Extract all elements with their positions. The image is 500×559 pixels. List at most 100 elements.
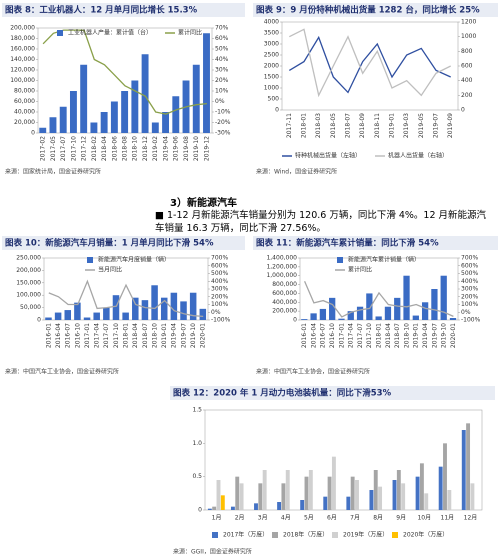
- x-tick-label: 2016-04: [310, 323, 317, 348]
- bar: [412, 315, 419, 320]
- x-tick-label: 7月: [350, 515, 360, 522]
- line: [42, 29, 207, 115]
- y2-tick-label: 40%: [215, 56, 229, 63]
- x-tick-label: 2016-10: [74, 323, 81, 348]
- x-tick-label: 2017-11: [286, 113, 293, 138]
- chart-title: 图表 12：2020 年 1 月动力电池装机量：同比下滑53%: [173, 388, 392, 399]
- x-tick-label: 2019-09: [447, 113, 454, 138]
- bar: [74, 302, 81, 320]
- y2-tick-label: -30%: [215, 130, 231, 137]
- x-tick-label: 2017-10: [113, 323, 120, 348]
- y2-tick-label: 50%: [215, 46, 229, 53]
- bar: [277, 502, 282, 510]
- x-tick-label: 2019-07: [433, 113, 440, 138]
- x-tick-label: 2019-07: [180, 323, 187, 348]
- y2-tick-label: 0%: [215, 98, 225, 105]
- x-tick-label: 2019-01: [389, 113, 396, 138]
- bar: [262, 470, 267, 510]
- bar: [301, 319, 308, 320]
- bar: [403, 275, 410, 320]
- bar: [131, 80, 139, 133]
- x-tick-label: 2018-10: [151, 323, 158, 348]
- legend-label: 新能源汽车累计销量（辆）: [348, 256, 420, 264]
- chart-title: 图表 9：9 月份特种机械出货量 1282 台，同比增长 25%: [256, 5, 480, 16]
- y2-tick-label: 700%: [211, 255, 228, 262]
- bar: [461, 430, 466, 510]
- bar: [121, 91, 129, 133]
- y-tick-label: 2000: [264, 63, 279, 70]
- bar: [93, 312, 100, 320]
- y-tick-label: 200,000: [272, 308, 297, 315]
- x-tick-label: 6月: [327, 515, 337, 522]
- y-tick-label: 0: [275, 107, 279, 114]
- y2-tick-label: 200%: [211, 293, 228, 300]
- bar: [319, 308, 327, 320]
- source: 来源：中国汽车工业协会，国金证券研究所: [256, 368, 370, 376]
- x-tick-label: 2017-07: [103, 323, 110, 348]
- x-tick-label: 2019-10: [190, 323, 197, 348]
- y2-tick-label: 10%: [215, 88, 229, 95]
- x-tick-label: 2018-11: [374, 113, 381, 138]
- x-tick-label: 4月: [281, 515, 291, 522]
- x-tick-label: 1月: [212, 515, 222, 522]
- line: [48, 279, 204, 318]
- y-tick-label: 200,000: [10, 25, 35, 32]
- bar: [300, 500, 305, 510]
- x-tick-label: 2016-07: [65, 323, 72, 348]
- bar: [45, 317, 52, 320]
- x-tick-label: 2019-04: [422, 323, 429, 348]
- x-tick-label: 2019-03: [403, 113, 410, 138]
- x-tick-label: 2019-08: [183, 136, 190, 161]
- x-tick-label: 2018-07: [345, 113, 352, 138]
- bar: [308, 470, 313, 510]
- x-tick-label: 2017-04: [348, 323, 355, 348]
- bar: [170, 292, 178, 320]
- y2-tick-label: 1200: [461, 19, 476, 26]
- y-tick-label: 20,000: [14, 119, 35, 126]
- bar: [203, 33, 210, 133]
- bar: [384, 306, 392, 320]
- bullet: 1-12 月新能源汽车销量分别为 120.6 万辆，同比下滑 4%。12 月新能…: [155, 210, 487, 234]
- y2-tick-label: 1000: [461, 33, 476, 40]
- x-tick-label: 12月: [464, 515, 478, 522]
- x-tick-label: 2016-01: [301, 323, 308, 348]
- x-tick-label: 2017-02: [40, 136, 47, 161]
- bar: [356, 306, 364, 320]
- y-tick-label: 120,000: [10, 67, 35, 74]
- y-tick-label: 0: [31, 130, 35, 137]
- bar: [54, 312, 62, 320]
- y-tick-label: 1,200,000: [266, 263, 297, 270]
- bar: [59, 106, 67, 133]
- x-tick-label: 2019-01: [161, 323, 168, 348]
- line: [288, 35, 451, 94]
- bar: [323, 496, 328, 510]
- y-tick-label: 0: [198, 507, 202, 514]
- bar: [212, 506, 217, 510]
- bar: [392, 480, 397, 510]
- y-tick-label: 0: [37, 317, 41, 324]
- y2-tick-label: 0%: [461, 309, 471, 316]
- bar: [39, 127, 47, 133]
- source: 来源：中国汽车工业协会，国金证券研究所: [5, 368, 119, 376]
- y2-tick-label: 30%: [215, 67, 229, 74]
- x-tick-label: 2017-04: [94, 323, 101, 348]
- x-tick-label: 2017-10: [366, 323, 373, 348]
- x-tick-label: 2019-01: [413, 323, 420, 348]
- bar: [431, 289, 438, 320]
- bar: [80, 64, 88, 133]
- legend-swatch: [57, 30, 63, 36]
- x-tick-label: 8月: [373, 515, 383, 522]
- y-tick-label: 2500: [264, 52, 279, 59]
- x-tick-label: 2018-01: [301, 113, 308, 138]
- bar: [375, 316, 382, 320]
- legend-swatch: [87, 257, 93, 263]
- chart-title: 图表 8：工业机器人：12 月单月同比增长 15.3%: [5, 5, 198, 16]
- legend-swatch: [272, 532, 278, 538]
- x-tick-label: 2017-01: [84, 323, 91, 348]
- y2-tick-label: 600%: [211, 262, 228, 269]
- y-tick-label: 180,000: [10, 35, 35, 42]
- bar: [69, 91, 77, 133]
- y-tick-label: 500: [268, 96, 280, 103]
- x-tick-label: 2018-10: [403, 323, 410, 348]
